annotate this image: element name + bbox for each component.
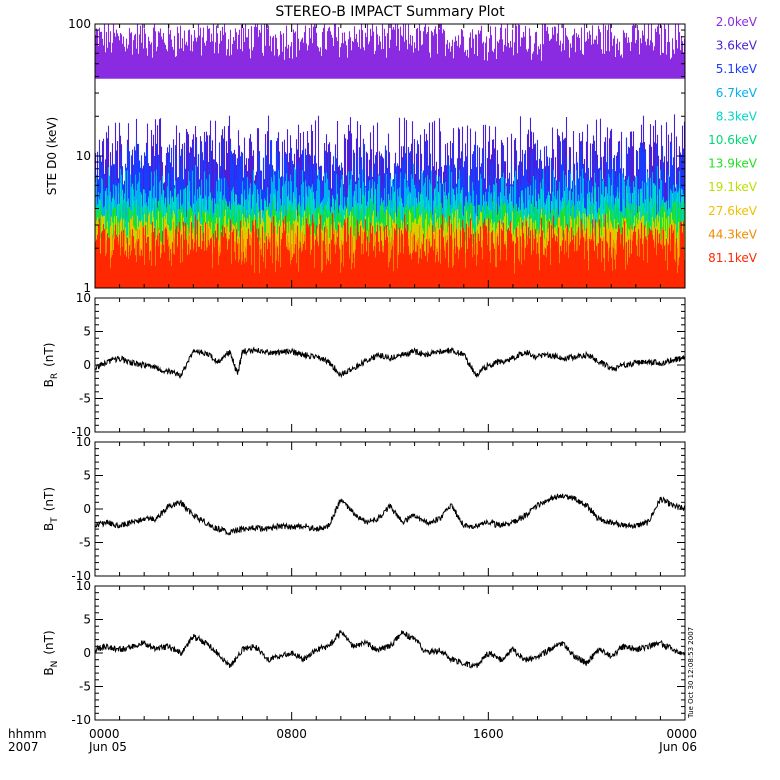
ste-ytick-label: 1 [83, 281, 91, 295]
b-ytick-label: -10 [71, 425, 91, 439]
bt-ylabel: BT(nT) [42, 487, 60, 531]
bt-line [94, 493, 686, 536]
b-ytick-label: 0 [83, 502, 91, 516]
bt-frame [94, 441, 686, 577]
bt-ticks: -10 -5 0 5 10 [71, 435, 685, 583]
b-ytick-label: 5 [83, 613, 91, 627]
x-tick-label: 0000 [89, 727, 120, 741]
plot-title: STEREO-B IMPACT Summary Plot [275, 4, 505, 20]
br-line [94, 346, 686, 379]
b-ytick-label: -5 [79, 680, 91, 694]
legend-8.3keV: 8.3keV [716, 109, 758, 123]
b-ytick-label: 10 [76, 579, 91, 593]
legend-13.9keV: 13.9keV [708, 157, 758, 171]
legend-10.6keV: 10.6keV [708, 133, 758, 147]
ste-ytick-label: 100 [68, 17, 91, 31]
ste-series-2.0keV [94, 24, 686, 79]
b-ytick-label: 10 [76, 435, 91, 449]
legend-3.6keV: 3.6keV [716, 39, 758, 53]
x-tick-label: 0000 [666, 727, 697, 741]
ste-ticks: 1 10 100 [68, 17, 685, 295]
ste-legend: 2.0keV 3.6keV 5.1keV 6.7keV 8.3keV 10.6keV 13.… [708, 15, 758, 265]
ste-ylabel: STE D0 (keV) [45, 117, 59, 196]
legend-81.1keV: 81.1keV [708, 251, 758, 265]
ste-data [94, 24, 686, 288]
b-ytick-label: -10 [71, 713, 91, 727]
br-ylabel: BR(nT) [42, 343, 60, 388]
ste-ytick-label: 10 [76, 149, 91, 163]
timestamp-label: Tue Oct 30 12:08:53 2007 [687, 627, 695, 719]
legend-5.1keV: 5.1keV [716, 62, 758, 76]
b-ytick-label: -5 [79, 392, 91, 406]
br-frame [94, 297, 686, 433]
time-axis-label-year: 2007 [8, 740, 39, 754]
b-ytick-label: 0 [83, 358, 91, 372]
b-ytick-label: 10 [76, 291, 91, 305]
br-ticks: -10 -5 0 5 10 [71, 291, 685, 439]
bt-panel: -10 -5 0 5 10 BT(nT) [42, 435, 686, 583]
x-tick-label: 1600 [473, 727, 504, 741]
legend-2.0keV: 2.0keV [716, 15, 758, 29]
time-axis-label-hhmm: hhmm [8, 727, 47, 741]
b-ytick-label: 0 [83, 646, 91, 660]
b-ytick-label: 5 [83, 325, 91, 339]
legend-19.1keV: 19.1keV [708, 180, 758, 194]
x-tick-date: Jun 05 [88, 740, 127, 754]
ste-series-2.0keV-bars [94, 24, 686, 79]
legend-6.7keV: 6.7keV [716, 86, 758, 100]
x-tick-label: 0800 [276, 727, 307, 741]
bn-panel: -10 -5 0 5 10 BN(nT) Tue Oct 30 12:08:53 200… [42, 579, 695, 727]
bn-ylabel: BN(nT) [42, 630, 60, 675]
bn-line [94, 629, 686, 669]
legend-44.3keV: 44.3keV [708, 227, 758, 241]
br-panel: -10 -5 0 5 10 BR(nT) [42, 291, 686, 439]
ste-panel: 1 10 100 STE D0 (keV) 2.0keV 3.6keV 5.1keV 6.… [45, 15, 758, 295]
x-tick-date: Jun 06 [658, 740, 697, 754]
legend-27.6keV: 27.6keV [708, 204, 758, 218]
b-ytick-label: 5 [83, 469, 91, 483]
b-ytick-label: -5 [79, 536, 91, 550]
b-ytick-label: -10 [71, 569, 91, 583]
bn-ticks: -10 -5 0 5 10 [71, 579, 685, 727]
